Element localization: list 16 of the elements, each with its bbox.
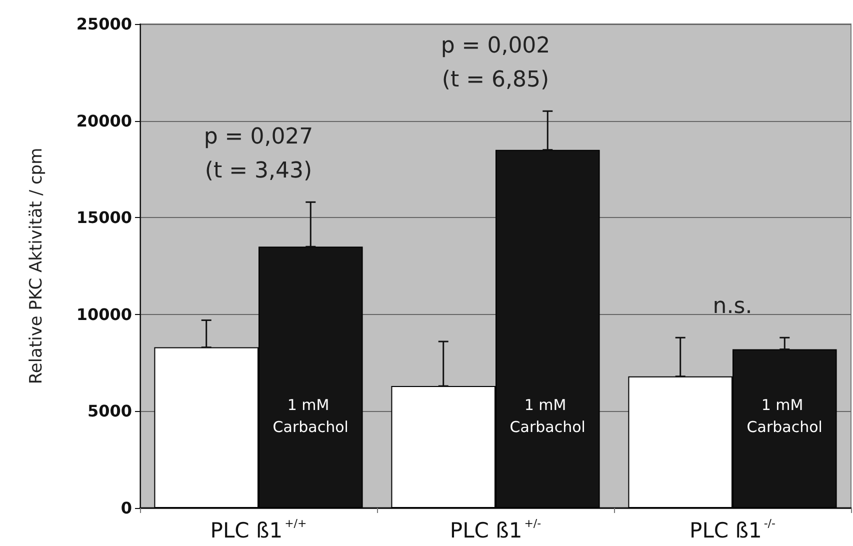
y-tick-label: 10000 — [76, 304, 132, 324]
x-tick-label: PLC ß1-/- — [690, 517, 776, 542]
x-tick-label: PLC ß1+/+ — [210, 517, 307, 542]
text: 1 mM Carbachol — [510, 396, 586, 436]
series-label: 1 mM Carbachol — [272, 396, 348, 436]
y-tick-label: 15000 — [76, 208, 132, 228]
text: 1 mM Carbachol — [746, 396, 822, 436]
y-tick-label: 20000 — [76, 111, 132, 130]
y-axis-title: Relative PKC Aktivität / cpm — [26, 148, 46, 384]
y-tick-label: 25000 — [76, 14, 132, 34]
annotation: n.s. — [712, 294, 752, 320]
annotation: p = 0,002 (t = 6,85) — [440, 34, 550, 93]
y-tick-label: 0 — [120, 498, 132, 518]
x-tick-label: PLC ß1+/- — [450, 517, 542, 542]
y-tick-label: 5000 — [87, 402, 132, 421]
annotation: p = 0,027 (t = 3,43) — [204, 124, 314, 184]
